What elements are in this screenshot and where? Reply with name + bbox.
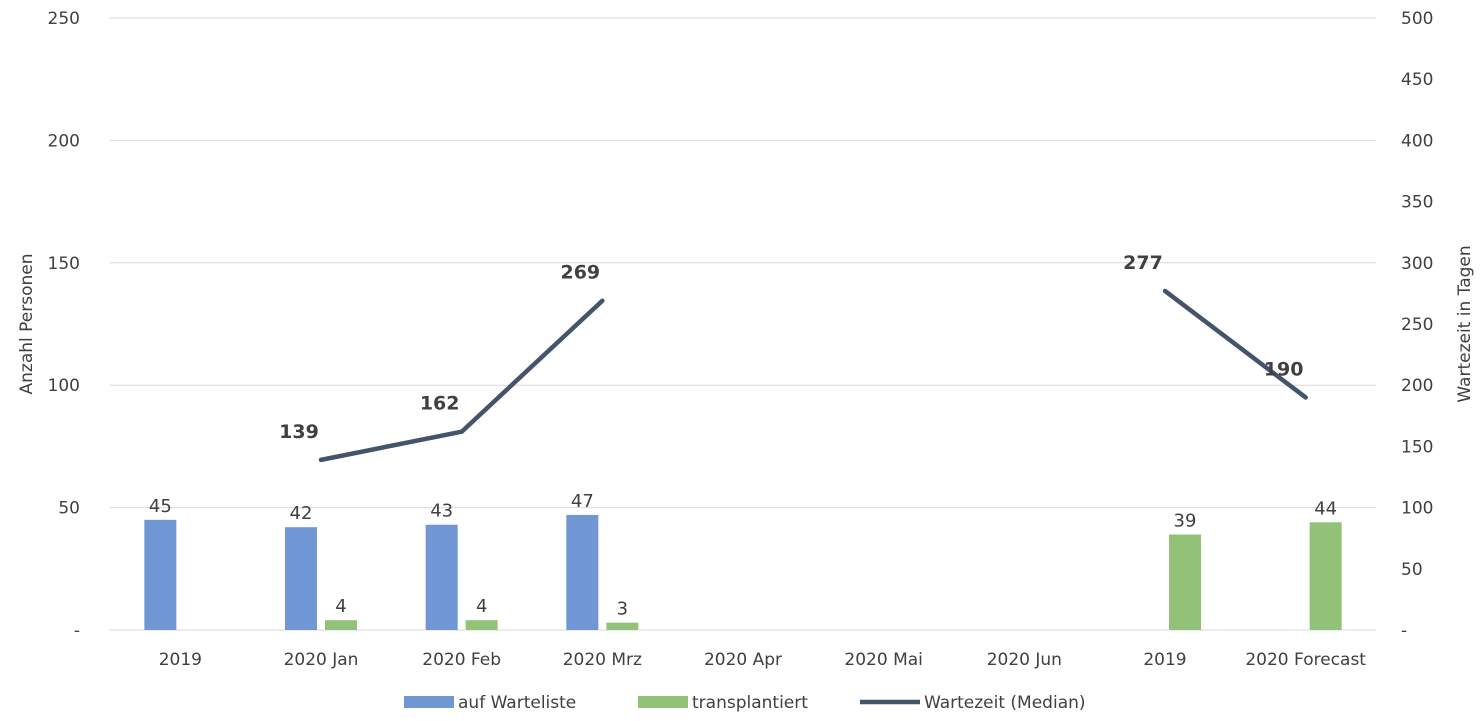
left-tick-label: 150 (48, 254, 80, 274)
line-data-label: 277 (1123, 252, 1163, 274)
bar-transplantiert (465, 620, 498, 630)
line-segment (1162, 288, 1308, 400)
bar-data-label: 3 (617, 599, 628, 620)
gridlines (110, 17, 1376, 631)
bars (144, 514, 1342, 630)
right-tick-label: 400 (1401, 131, 1433, 151)
bar-auf-warteliste (285, 527, 317, 630)
left-axis-title: Anzahl Personen (17, 253, 37, 394)
x-tick-label: 2020 Jan (284, 650, 359, 670)
right-tick-label: 100 (1401, 499, 1433, 519)
line-data-label: 269 (560, 262, 600, 284)
x-tick-label: 2020 Mrz (563, 650, 642, 670)
left-tick-label: 50 (58, 499, 80, 519)
bar-auf-warteliste (144, 519, 177, 630)
bar-data-label: 47 (571, 491, 594, 512)
right-tick-label: 500 (1401, 9, 1433, 29)
x-tick-label: 2020 Forecast (1245, 650, 1366, 670)
legend-swatch (404, 696, 454, 708)
right-tick-label: 450 (1401, 70, 1433, 90)
bar-data-label: 42 (290, 503, 313, 524)
x-tick-label: 2020 Mai (844, 650, 922, 670)
x-tick-label: 2020 Jun (987, 650, 1062, 670)
right-tick-label: 150 (1401, 437, 1433, 457)
bar-data-label: 44 (1314, 498, 1337, 519)
bar-data-label: 45 (149, 496, 172, 517)
legend-label: Wartezeit (Median) (924, 693, 1086, 713)
bar-data-label: 4 (335, 596, 346, 617)
left-tick-label: 250 (48, 9, 80, 29)
bar-data-label: 39 (1174, 511, 1197, 532)
bar-transplantiert (606, 622, 639, 630)
line-data-label: 162 (420, 393, 460, 415)
legend-swatch (638, 696, 688, 708)
bar-transplantiert (1309, 522, 1342, 630)
line-segment (318, 298, 605, 463)
right-tick-label: 50 (1401, 560, 1423, 580)
bar-data-label: 43 (430, 501, 453, 522)
right-tick-label: 300 (1401, 254, 1433, 274)
left-tick-label: 200 (48, 131, 80, 151)
legend-label: auf Warteliste (458, 693, 576, 713)
bar-transplantiert (1169, 534, 1201, 630)
x-tick-label: 2020 Feb (422, 650, 501, 670)
right-tick-label: 250 (1401, 315, 1433, 335)
right-axis-title: Wartezeit in Tagen (1455, 245, 1475, 402)
line-data-label: 190 (1264, 358, 1304, 380)
bar-data-label: 4 (476, 596, 487, 617)
right-tick-label: 200 (1401, 376, 1433, 396)
legend-label: transplantiert (692, 693, 808, 713)
legend: auf Warteliste transplantiert Wartezeit (M… (404, 693, 1086, 713)
x-tick-label: 2019 (159, 650, 202, 670)
axes: - 50 100 150 200 250 - 50 100 150 200 250 300 350 400 4… (17, 9, 1475, 670)
bar-transplantiert (325, 620, 357, 630)
x-tick-label: 2019 (1143, 650, 1186, 670)
x-tick-label: 2020 Apr (704, 650, 782, 670)
bar-auf-warteliste (425, 524, 458, 630)
right-tick-label: 350 (1401, 193, 1433, 213)
bar-auf-warteliste (566, 514, 599, 630)
median-line (318, 288, 1308, 463)
line-data-label: 139 (279, 421, 319, 443)
right-tick-label: - (1401, 621, 1407, 641)
left-tick-label: - (74, 621, 80, 641)
left-tick-label: 100 (48, 376, 80, 396)
